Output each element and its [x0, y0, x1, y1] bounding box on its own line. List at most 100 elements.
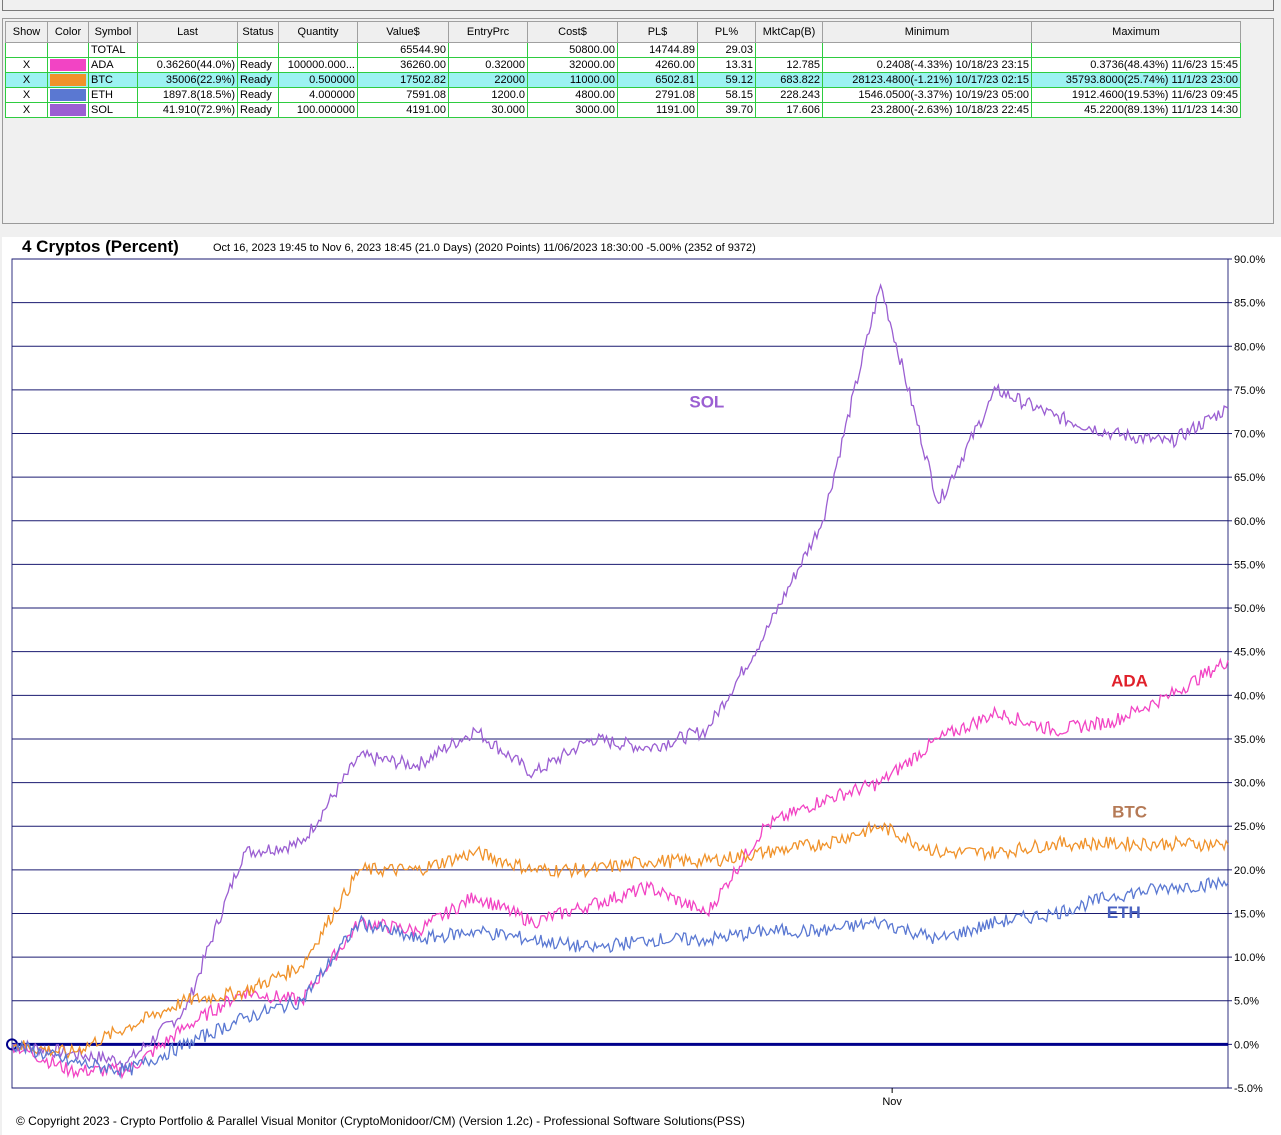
y-tick-label: 0.0% [1234, 1039, 1259, 1051]
table-row[interactable]: X ADA 0.36260(44.0%) Ready 100000.000... 3626… [5, 57, 1241, 73]
col-header-minimum[interactable]: Minimum [822, 21, 1032, 43]
pl-percent-cell: 39.70 [697, 102, 756, 118]
y-tick-label: 45.0% [1234, 647, 1265, 659]
cost-cell: 3000.00 [527, 102, 618, 118]
last-cell: 1897.8(18.5%) [137, 87, 238, 103]
pl-percent-cell: 58.15 [697, 87, 756, 103]
quantity-cell: 100000.000... [278, 57, 358, 73]
entry-price-cell: 30.000 [448, 102, 528, 118]
color-swatch[interactable] [50, 59, 86, 71]
maximum-cell: 35793.8000(25.74%) 11/1/23 23:00 [1031, 72, 1241, 88]
y-tick-label: -5.0% [1234, 1083, 1263, 1095]
show-cell[interactable]: X [5, 57, 48, 73]
col-header-cost[interactable]: Cost$ [527, 21, 618, 43]
table-row[interactable]: X ETH 1897.8(18.5%) Ready 4.000000 7591.08 120… [5, 87, 1241, 103]
value-cell: 65544.90 [357, 42, 449, 58]
table-row[interactable]: X BTC 35006(22.9%) Ready 0.500000 17502.82 220… [5, 72, 1241, 88]
series-line-ada [11, 657, 1229, 1080]
col-header-quantity[interactable]: Quantity [278, 21, 358, 43]
status-cell: Ready [237, 102, 279, 118]
quantity-cell: 0.500000 [278, 72, 358, 88]
entry-price-cell: 0.32000 [448, 57, 528, 73]
col-header-entry-price[interactable]: EntryPrc [448, 21, 528, 43]
quantity-cell: 100.000000 [278, 102, 358, 118]
last-cell: 41.910(72.9%) [137, 102, 238, 118]
series-line-btc [11, 820, 1229, 1059]
y-tick-label: 30.0% [1234, 778, 1265, 790]
maximum-cell: 1912.4600(19.53%) 11/6/23 09:45 [1031, 87, 1241, 103]
cost-cell: 50800.00 [527, 42, 618, 58]
series-label-eth: ETH [1107, 903, 1141, 922]
mktcap-cell: 17.606 [755, 102, 823, 118]
symbol-cell: ETH [88, 87, 138, 103]
value-cell: 4191.00 [357, 102, 449, 118]
maximum-cell: 0.3736(48.43%) 11/6/23 15:45 [1031, 57, 1241, 73]
show-cell[interactable]: X [5, 102, 48, 118]
chart-title: 4 Cryptos (Percent) [22, 237, 179, 256]
portfolio-table: Show Color Symbol Last Status Quantity V… [5, 21, 1241, 118]
color-cell [47, 72, 89, 88]
cost-cell: 32000.00 [527, 57, 618, 73]
y-tick-label: 85.0% [1234, 298, 1265, 310]
col-header-status[interactable]: Status [237, 21, 279, 43]
symbol-cell: TOTAL [88, 42, 138, 58]
status-cell: Ready [237, 72, 279, 88]
col-header-mktcap[interactable]: MktCap(B) [755, 21, 823, 43]
col-header-color[interactable]: Color [47, 21, 89, 43]
quantity-cell: 4.000000 [278, 87, 358, 103]
series-line-eth [11, 876, 1229, 1079]
minimum-cell: 23.2800(-2.63%) 10/18/23 22:45 [822, 102, 1032, 118]
cost-cell: 11000.00 [527, 72, 618, 88]
y-tick-label: 5.0% [1234, 996, 1259, 1008]
maximum-cell [1031, 42, 1241, 58]
y-tick-label: 10.0% [1234, 952, 1265, 964]
show-cell[interactable]: X [5, 87, 48, 103]
last-cell [137, 42, 238, 58]
pl-cell: 6502.81 [617, 72, 698, 88]
y-tick-label: 40.0% [1234, 690, 1265, 702]
show-cell[interactable] [5, 42, 48, 58]
y-tick-label: 55.0% [1234, 559, 1265, 571]
symbol-cell: ADA [88, 57, 138, 73]
y-tick-label: 35.0% [1234, 734, 1265, 746]
table-row[interactable]: X SOL 41.910(72.9%) Ready 100.000000 4191.00 3… [5, 102, 1241, 118]
status-cell [237, 42, 279, 58]
col-header-last[interactable]: Last [137, 21, 238, 43]
show-cell[interactable]: X [5, 72, 48, 88]
status-cell: Ready [237, 57, 279, 73]
line-chart: 90.0% 85.0% 80.0% 75.0% 70.0% 65.0% 60.0% 55.0%… [6, 254, 1265, 1108]
y-tick-label: 50.0% [1234, 603, 1265, 615]
value-cell: 17502.82 [357, 72, 449, 88]
chart-panel: 90.0% 85.0% 80.0% 75.0% 70.0% 65.0% 60.0% 55.0%… [2, 237, 1281, 1135]
x-tick-label: Nov [882, 1096, 902, 1108]
col-header-pl[interactable]: PL$ [617, 21, 698, 43]
symbol-cell: SOL [88, 102, 138, 118]
mktcap-cell: 12.785 [755, 57, 823, 73]
col-header-value[interactable]: Value$ [357, 21, 449, 43]
plot-area [11, 258, 1229, 1089]
series-line-sol [11, 282, 1229, 1069]
color-swatch[interactable] [50, 104, 86, 116]
col-header-symbol[interactable]: Symbol [88, 21, 138, 43]
quantity-cell [278, 42, 358, 58]
pl-cell: 2791.08 [617, 87, 698, 103]
color-swatch[interactable] [50, 74, 86, 86]
col-header-maximum[interactable]: Maximum [1031, 21, 1241, 43]
color-swatch[interactable] [50, 89, 86, 101]
pl-cell: 4260.00 [617, 57, 698, 73]
value-cell: 36260.00 [357, 57, 449, 73]
y-tick-label: 75.0% [1234, 385, 1265, 397]
col-header-pl-percent[interactable]: PL% [697, 21, 756, 43]
y-tick-label: 70.0% [1234, 429, 1265, 441]
portfolio-table-panel: Show Color Symbol Last Status Quantity V… [2, 18, 1274, 224]
symbol-cell: BTC [88, 72, 138, 88]
mktcap-cell: 228.243 [755, 87, 823, 103]
last-cell: 35006(22.9%) [137, 72, 238, 88]
window-top-bar [2, 0, 1274, 11]
pl-cell: 1191.00 [617, 102, 698, 118]
col-header-show[interactable]: Show [5, 21, 48, 43]
table-row[interactable]: TOTAL 65544.90 50800.00 14744.89 29.03 [5, 42, 1241, 58]
color-cell [47, 42, 89, 58]
cost-cell: 4800.00 [527, 87, 618, 103]
entry-price-cell: 22000 [448, 72, 528, 88]
